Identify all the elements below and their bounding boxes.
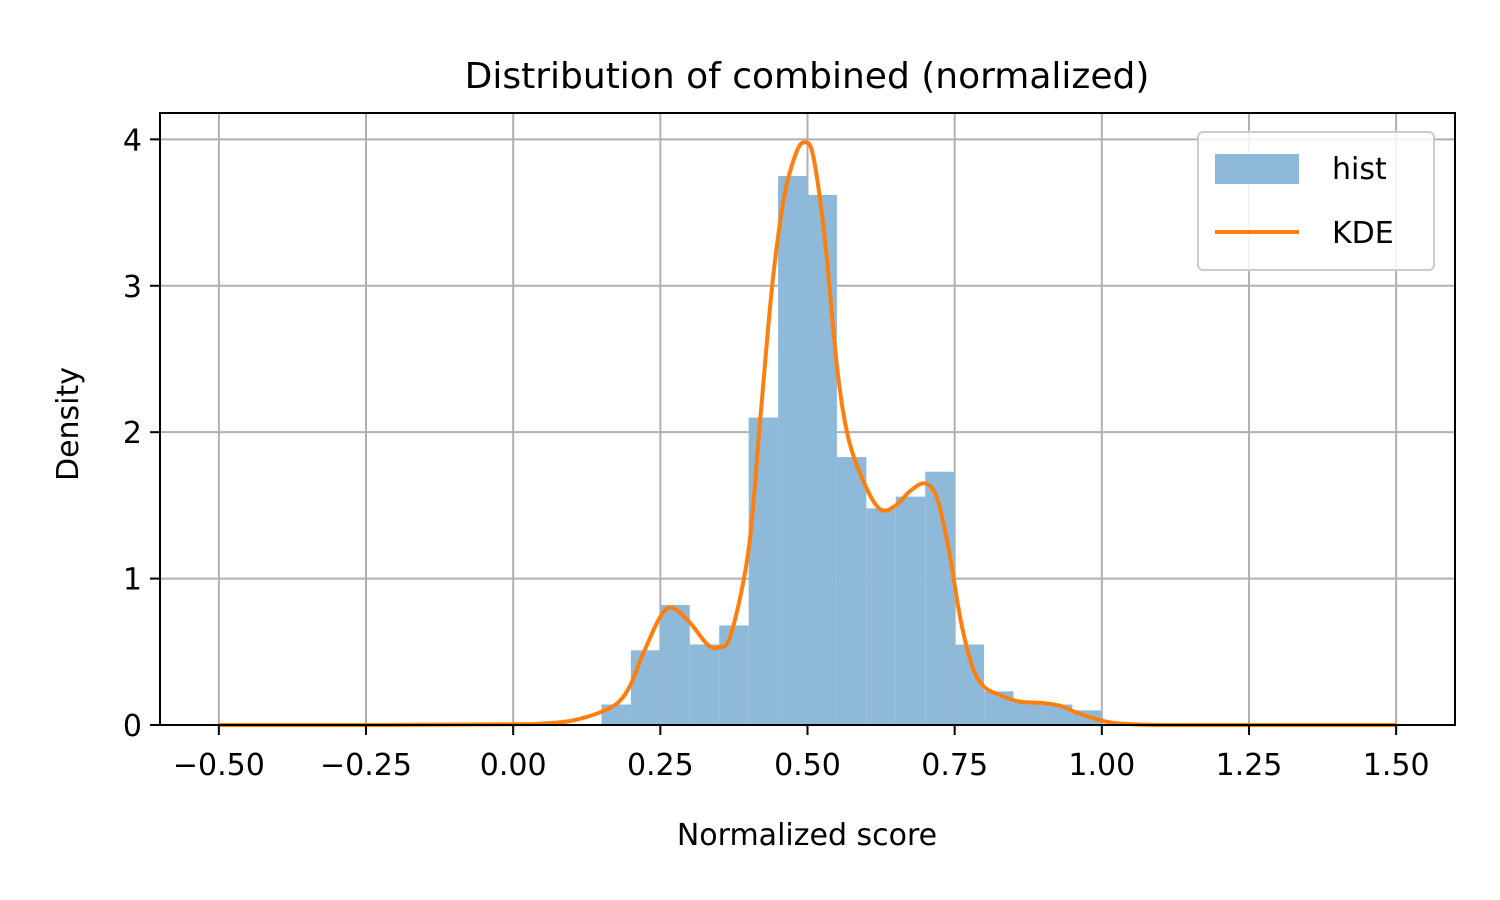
y-tick-label: 2 [123, 416, 142, 451]
histogram-bar [660, 604, 690, 725]
y-tick-label: 3 [123, 270, 142, 305]
histogram-bar [689, 644, 720, 725]
histogram-bar [895, 496, 926, 725]
y-axis-label: Density [51, 367, 86, 481]
kde-line [218, 140, 1397, 728]
legend: hist KDE [1197, 131, 1435, 271]
histogram-bar [807, 194, 837, 726]
legend-label: KDE [1332, 216, 1394, 251]
legend-label: hist [1332, 152, 1387, 187]
x-tick-label: 1.50 [1363, 748, 1430, 783]
x-tick-label: 0.50 [774, 748, 841, 783]
x-tick-label: 0.00 [480, 748, 547, 783]
x-tick-label: −0.50 [173, 748, 265, 783]
x-tick-label: 0.25 [627, 748, 694, 783]
x-tick-label: 0.75 [921, 748, 988, 783]
histogram-bar [778, 175, 808, 726]
histogram-bar [601, 704, 631, 725]
histogram-bar [866, 508, 896, 725]
x-tick-label: 1.25 [1216, 748, 1283, 783]
y-tick-label: 1 [123, 563, 142, 598]
x-axis-label: Normalized score [677, 818, 937, 853]
legend-swatch-hist [1215, 154, 1299, 184]
histogram-bar [630, 650, 661, 725]
chart-title: Distribution of combined (normalized) [465, 56, 1150, 97]
y-tick-label: 0 [123, 709, 142, 744]
y-axis-ticks: 0 1 2 3 4 [123, 123, 160, 744]
histogram-bar [719, 625, 749, 725]
x-tick-label: −0.25 [320, 748, 412, 783]
x-axis-ticks: −0.50 −0.25 0.00 0.25 0.50 0.75 1.00 1.25 1.50 [173, 725, 1430, 783]
kde-series [218, 140, 1397, 728]
histogram-bar [836, 457, 867, 725]
y-tick-label: 4 [123, 123, 142, 158]
histogram-bar [748, 417, 779, 725]
legend-box [1197, 131, 1435, 271]
x-tick-label: 1.00 [1068, 748, 1135, 783]
histogram-bar [1013, 701, 1043, 725]
